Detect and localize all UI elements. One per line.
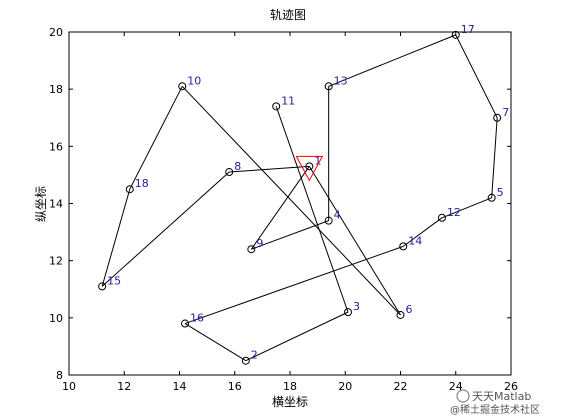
y-tick-label: 10 xyxy=(49,312,63,325)
y-tick-label: 12 xyxy=(49,255,63,268)
route-point-3 xyxy=(344,308,353,317)
route-point-13 xyxy=(324,82,333,91)
x-tick-label: 16 xyxy=(228,380,242,393)
route-segment-6-1 xyxy=(308,166,401,316)
route-point-8 xyxy=(225,168,234,177)
point-label-14: 14 xyxy=(408,234,422,247)
route-point-7 xyxy=(493,113,502,122)
point-label-6: 6 xyxy=(406,303,413,316)
route-point-1 xyxy=(305,162,314,171)
watermark: 天天Matlab @稀土掘金技术社区 xyxy=(450,389,540,416)
point-label-5: 5 xyxy=(497,186,504,199)
x-tick-label: 18 xyxy=(283,380,297,393)
plot-area xyxy=(68,31,512,376)
y-tick-label: 18 xyxy=(49,83,63,96)
point-label-10: 10 xyxy=(187,74,201,87)
point-label-16: 16 xyxy=(190,312,204,325)
route-segment-15-18 xyxy=(101,189,131,287)
watermark-brand: 天天Matlab xyxy=(472,390,531,403)
route-segment-1-9 xyxy=(250,166,310,250)
route-segment-18-10 xyxy=(129,86,183,190)
x-tick-label: 14 xyxy=(173,380,187,393)
route-segment-9-4 xyxy=(251,220,329,250)
route-point-17 xyxy=(451,30,460,39)
x-tick-label: 12 xyxy=(117,380,131,393)
y-axis-label: 纵坐标 xyxy=(34,186,48,222)
route-segment-7-5 xyxy=(491,117,498,198)
route-point-15 xyxy=(98,282,107,291)
route-segment-10-6 xyxy=(181,85,401,316)
y-tick-label: 16 xyxy=(49,140,63,153)
route-point-16 xyxy=(181,319,190,328)
route-segment-1-8 xyxy=(229,165,310,173)
route-point-4 xyxy=(324,216,333,225)
watermark-logo-icon xyxy=(456,389,470,403)
point-label-15: 15 xyxy=(107,274,121,287)
route-point-11 xyxy=(272,102,281,111)
point-label-2: 2 xyxy=(251,349,258,362)
y-tick-label: 20 xyxy=(49,26,63,39)
point-label-1: 1 xyxy=(314,154,321,167)
point-label-13: 13 xyxy=(334,74,348,87)
route-point-5 xyxy=(487,193,496,202)
chart-title: 轨迹图 xyxy=(270,8,306,22)
route-point-14 xyxy=(399,242,408,251)
x-tick-label: 26 xyxy=(504,380,518,393)
route-lines xyxy=(101,34,498,362)
route-point-18 xyxy=(125,185,134,194)
route-point-9 xyxy=(247,245,256,254)
route-point-10 xyxy=(178,82,187,91)
watermark-community: @稀土掘金技术社区 xyxy=(450,403,540,416)
route-segment-3-11 xyxy=(275,106,349,313)
point-label-9: 9 xyxy=(256,237,263,250)
route-segment-13-17 xyxy=(328,34,456,87)
route-point-2 xyxy=(241,356,250,365)
route-segment-8-15 xyxy=(101,171,230,287)
x-tick-label: 22 xyxy=(394,380,408,393)
x-tick-label: 24 xyxy=(449,380,463,393)
route-point-12 xyxy=(437,213,446,222)
start-marker xyxy=(295,155,324,182)
x-tick-label: 10 xyxy=(62,380,76,393)
point-label-17: 17 xyxy=(461,23,475,36)
route-points xyxy=(98,30,502,365)
route-segment-5-12 xyxy=(441,197,492,219)
point-label-11: 11 xyxy=(281,94,295,107)
y-tick-label: 14 xyxy=(49,198,63,211)
point-label-3: 3 xyxy=(353,300,360,313)
route-segment-16-2 xyxy=(184,323,247,362)
point-label-12: 12 xyxy=(447,206,461,219)
route-segment-12-14 xyxy=(402,217,443,247)
point-label-18: 18 xyxy=(135,177,149,190)
start-marker-group xyxy=(295,155,324,182)
route-point-6 xyxy=(396,310,405,319)
point-label-8: 8 xyxy=(234,160,241,173)
x-tick-label: 20 xyxy=(338,380,352,393)
route-segment-14-16 xyxy=(184,245,404,325)
route-segment-2-3 xyxy=(245,311,349,362)
y-tick-label: 8 xyxy=(56,369,63,382)
x-axis-label: 横坐标 xyxy=(272,395,308,409)
route-segment-17-7 xyxy=(455,34,498,118)
point-label-7: 7 xyxy=(502,106,509,119)
point-label-4: 4 xyxy=(334,209,341,222)
